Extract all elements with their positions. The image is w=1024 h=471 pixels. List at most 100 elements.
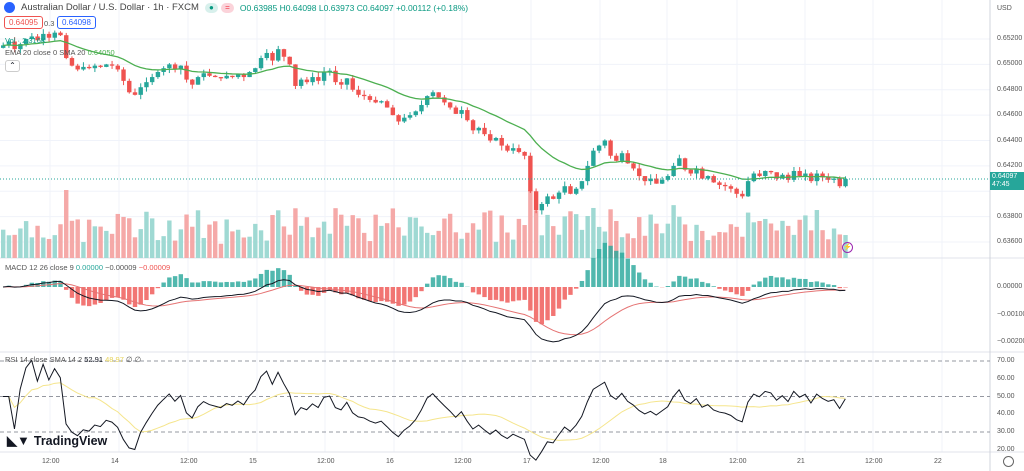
candle — [46, 33, 52, 38]
candle — [138, 87, 143, 95]
volume-bar — [608, 209, 613, 258]
macd-histogram-bar — [442, 275, 447, 287]
volume-bar — [333, 208, 338, 258]
candle — [304, 79, 310, 83]
candle — [1, 45, 6, 48]
macd-histogram-bar — [293, 285, 298, 287]
macd-histogram-bar — [115, 287, 120, 298]
candle — [310, 77, 315, 83]
collapse-legend-button[interactable]: ⌃ — [5, 60, 20, 72]
volume-bar — [820, 230, 825, 258]
macd-histogram-bar — [826, 284, 831, 287]
candle — [367, 96, 373, 100]
candle — [81, 66, 86, 70]
rsi-label: RSI 14 close SMA 14 2 — [5, 355, 83, 364]
volume-bar — [482, 212, 487, 258]
volume-bar — [18, 228, 23, 258]
macd-histogram-bar — [132, 287, 138, 307]
volume-bar — [453, 232, 459, 258]
alert-icon[interactable]: ⚡ — [842, 242, 853, 253]
candle — [287, 56, 292, 65]
macd-histogram-bar — [665, 286, 671, 287]
compare-icon[interactable]: = — [220, 2, 234, 13]
rsi-tick: 60.00 — [997, 374, 1015, 382]
volume-bar — [64, 190, 69, 258]
candle — [837, 178, 842, 187]
time-tick: 18 — [659, 458, 667, 465]
volume-bar — [665, 223, 671, 258]
macd-histogram-bar — [419, 287, 424, 292]
volume-bar — [688, 240, 693, 258]
macd-histogram-bar — [510, 287, 516, 302]
macd-histogram-bar — [281, 270, 287, 287]
volume-bar — [551, 226, 556, 258]
volume-bar — [533, 210, 539, 258]
candle — [459, 110, 464, 114]
buy-button[interactable]: 0.64098 — [57, 16, 96, 29]
candle — [465, 110, 470, 121]
sell-button[interactable]: 0.64095 — [4, 16, 43, 29]
currency-label[interactable]: USD — [997, 5, 1012, 12]
volume-bar — [190, 226, 195, 258]
macd-histogram-bar — [447, 278, 453, 287]
macd-histogram-bar — [264, 269, 269, 287]
candle — [740, 193, 745, 197]
candle — [402, 117, 407, 122]
time-tick: 12:00 — [42, 458, 60, 465]
settings-gear-icon[interactable] — [1003, 456, 1014, 467]
volume-bar — [258, 230, 264, 258]
macd-histogram-bar — [384, 287, 390, 302]
candle — [447, 102, 453, 108]
candle — [654, 178, 659, 184]
time-tick: 17 — [523, 458, 531, 465]
volume-bar — [350, 215, 355, 258]
macd-histogram-bar — [35, 282, 40, 287]
candle — [493, 137, 499, 141]
macd-histogram-bar — [121, 287, 126, 300]
volume-bar — [23, 221, 29, 258]
candle — [551, 196, 556, 199]
macd-histogram-bar — [551, 287, 556, 316]
macd-histogram-bar — [144, 287, 149, 301]
volume-bar — [425, 232, 430, 258]
market-status-icon[interactable]: ● — [204, 2, 218, 13]
volume-bar — [384, 223, 390, 258]
macd-histogram-bar — [402, 287, 407, 305]
candle — [35, 36, 40, 41]
candle — [361, 94, 367, 97]
macd-histogram-bar — [562, 287, 567, 300]
macd-histogram-bar — [768, 275, 774, 287]
candle — [172, 64, 178, 70]
macd-histogram-bar — [763, 277, 768, 287]
macd-histogram-bar — [224, 281, 229, 287]
macd-histogram-bar — [190, 282, 195, 287]
volume-bar — [539, 235, 545, 258]
volume-bar — [659, 233, 665, 258]
rsi-extra: ∅ ∅ — [125, 355, 142, 364]
macd-histogram-bar — [184, 278, 189, 287]
volume-bar — [172, 240, 178, 258]
macd-histogram-bar — [516, 287, 522, 301]
volume-bar — [510, 239, 516, 258]
macd-histogram-bar — [625, 258, 630, 287]
volume-bar — [407, 217, 413, 258]
price-tick: 0.64400 — [997, 136, 1023, 144]
candle — [350, 78, 355, 90]
volume-bar — [104, 230, 109, 258]
price-tick: 0.63600 — [997, 238, 1023, 246]
volume-bar — [568, 211, 573, 258]
tradingview-logo[interactable]: ◣▼ TradingView — [7, 433, 107, 449]
macd-histogram-bar — [407, 287, 413, 302]
brand-name: TradingView — [33, 434, 108, 448]
macd-histogram-bar — [109, 287, 115, 298]
macd-histogram-bar — [213, 281, 218, 287]
macd-histogram-bar — [92, 287, 98, 305]
symbol-title[interactable]: Australian Dollar / U.S. Dollar · 1h · F… — [21, 2, 199, 13]
macd-histogram-bar — [247, 280, 252, 287]
candle — [797, 170, 802, 177]
volume-bar — [132, 237, 138, 258]
ema-value: 0.64050 — [87, 48, 115, 57]
volume-bar — [207, 224, 212, 258]
macd-histogram-bar — [161, 282, 166, 287]
